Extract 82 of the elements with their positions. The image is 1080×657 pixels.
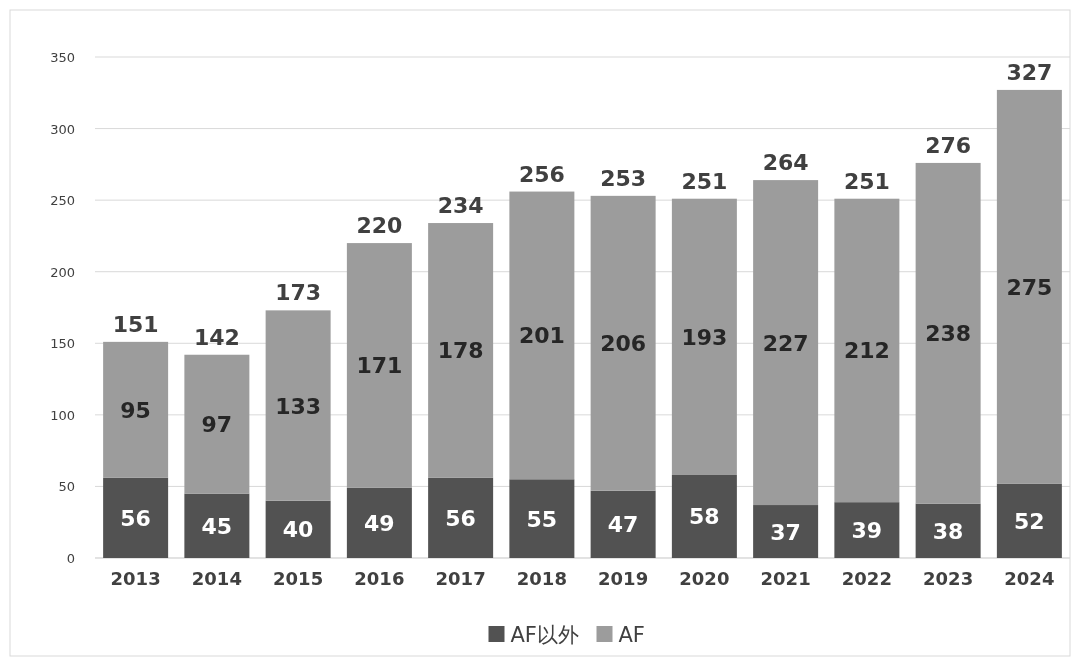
data-label: 52 (1014, 508, 1045, 534)
bar (834, 502, 900, 558)
bar (509, 191, 575, 480)
data-label: 55 (526, 506, 558, 532)
data-label: 47 (607, 512, 639, 538)
data-label: 97 (201, 412, 233, 438)
bar (184, 493, 250, 558)
total-label: 251 (843, 168, 890, 194)
total-label: 173 (275, 280, 322, 306)
y-tick-label: 300 (50, 121, 75, 137)
y-tick-label: 350 (50, 50, 75, 65)
bar (265, 500, 331, 558)
data-label: 212 (843, 338, 890, 364)
legend-label: AF (618, 623, 645, 647)
data-label: 206 (600, 331, 647, 357)
x-tick-label: 2013 (110, 568, 161, 589)
y-tick-label: 50 (58, 479, 75, 495)
data-label: 56 (445, 505, 476, 531)
total-label: 253 (600, 165, 647, 191)
bar (103, 341, 169, 478)
data-label: 38 (932, 518, 964, 544)
bar (509, 479, 575, 558)
bar (346, 243, 412, 488)
x-tick-label: 2016 (354, 568, 405, 589)
total-label: 264 (762, 150, 809, 176)
bar (915, 503, 981, 558)
total-label: 151 (112, 311, 159, 337)
x-tick-label: 2015 (273, 568, 324, 589)
bar (346, 487, 412, 558)
total-label: 327 (1006, 59, 1053, 85)
data-label: 49 (364, 510, 395, 536)
bar (265, 310, 331, 501)
x-tick-label: 2017 (435, 568, 486, 589)
total-label: 142 (193, 324, 240, 350)
x-tick-label: 2024 (1004, 568, 1055, 589)
data-label: 37 (770, 519, 801, 545)
y-tick-label: 250 (50, 193, 75, 209)
bar (671, 474, 737, 558)
x-tick-label: 2022 (841, 568, 892, 589)
x-tick-label: 2020 (679, 568, 730, 589)
data-label: 40 (282, 517, 314, 543)
bar (671, 198, 737, 475)
data-label: 171 (356, 353, 403, 379)
bar (103, 477, 169, 558)
data-label: 45 (201, 513, 233, 539)
total-label: 234 (437, 193, 484, 219)
data-label: 275 (1006, 274, 1053, 300)
total-label: 220 (356, 213, 403, 239)
bar (590, 195, 656, 491)
data-label: 133 (275, 393, 322, 419)
bar (428, 477, 494, 558)
data-label: 193 (681, 324, 728, 350)
data-label: 227 (762, 330, 809, 356)
y-tick-label: 200 (50, 264, 75, 280)
bar (753, 505, 819, 558)
total-label: 276 (925, 132, 972, 158)
data-label: 95 (120, 397, 151, 423)
y-tick-label: 100 (50, 407, 75, 423)
total-label: 251 (681, 168, 728, 194)
data-label: 56 (120, 505, 151, 531)
data-label: 39 (851, 518, 883, 544)
bar (753, 180, 819, 506)
total-label: 256 (518, 161, 565, 187)
bar (184, 354, 250, 494)
legend-label: AF以外 (510, 623, 579, 647)
x-tick-label: 2019 (598, 568, 649, 589)
data-label: 238 (925, 321, 972, 347)
bar (834, 198, 900, 503)
data-label: 178 (437, 338, 484, 364)
bar (996, 89, 1062, 484)
x-tick-label: 2023 (923, 568, 974, 589)
bar (428, 223, 494, 478)
x-tick-label: 2021 (760, 568, 811, 589)
data-label: 58 (689, 504, 720, 530)
y-tick-label: 150 (50, 336, 75, 352)
x-tick-label: 2014 (191, 568, 242, 589)
y-tick-label: 0 (66, 551, 75, 566)
bar (590, 490, 656, 558)
bar (996, 483, 1062, 558)
bar (915, 162, 981, 504)
x-tick-label: 2018 (516, 568, 567, 589)
data-label: 201 (518, 323, 565, 349)
